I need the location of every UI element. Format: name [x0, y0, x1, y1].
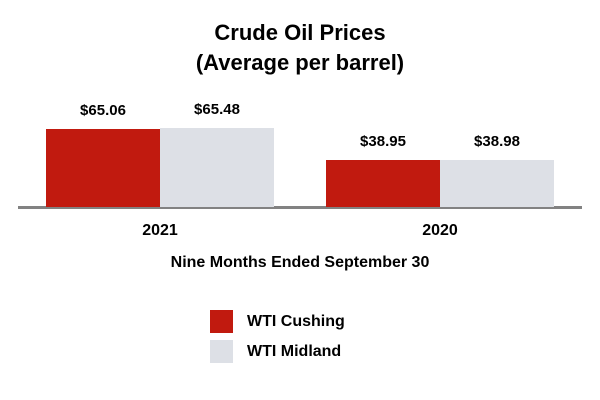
chart-title: Crude Oil Prices (Average per barrel) — [0, 18, 600, 77]
legend-item-wti-cushing: WTI Cushing — [210, 310, 390, 333]
bar-value-label: $38.98 — [474, 133, 520, 151]
bar-2020-wti-cushing — [326, 160, 440, 207]
bar-2020-wti-midland — [440, 160, 554, 207]
legend-swatch-icon — [210, 310, 233, 333]
x-axis-baseline — [18, 206, 582, 209]
legend-item-wti-midland: WTI Midland — [210, 340, 390, 363]
legend-label: WTI Cushing — [247, 312, 345, 330]
bar-value-label: $38.95 — [360, 133, 406, 151]
chart-title-line1: Crude Oil Prices — [214, 20, 386, 45]
legend: WTI Cushing WTI Midland — [0, 310, 600, 363]
chart-title-line2: (Average per barrel) — [195, 49, 405, 75]
bar-2021-wti-midland — [160, 128, 274, 207]
x-axis-label: Nine Months Ended September 30 — [170, 254, 430, 271]
bar-value-label: $65.48 — [194, 101, 240, 119]
category-label-2021: 2021 — [142, 222, 178, 239]
bar-value-label: $65.06 — [80, 101, 126, 119]
bar-2021-wti-cushing — [46, 128, 160, 207]
category-label-2020: 2020 — [422, 222, 458, 239]
legend-swatch-icon — [210, 340, 233, 363]
legend-label: WTI Midland — [247, 342, 342, 360]
